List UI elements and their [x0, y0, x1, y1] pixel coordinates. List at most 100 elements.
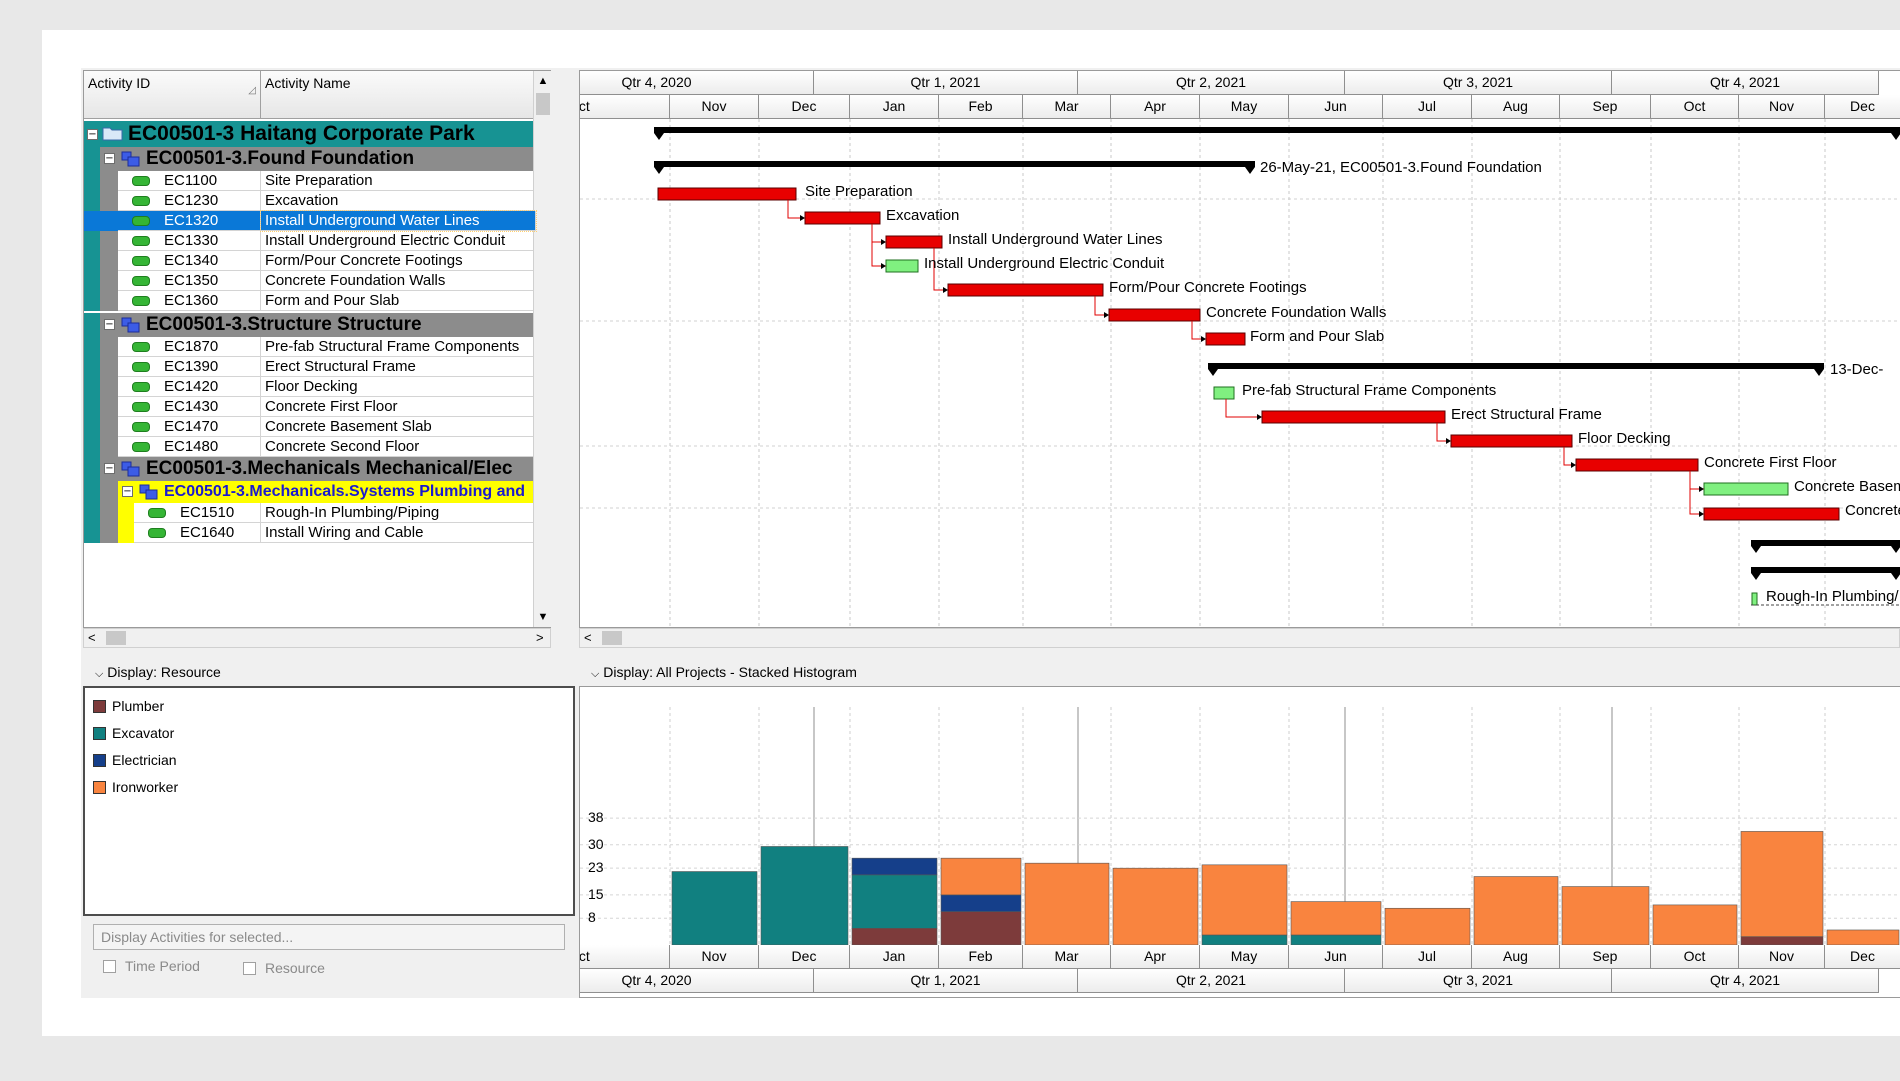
table-row[interactable]: − EC00501-3 Haitang Corporate Park [84, 121, 550, 147]
gantt-scroll-left-icon[interactable]: < [584, 630, 592, 645]
chevron-down-icon[interactable]: ⌵ [591, 668, 600, 680]
month-header: Nov [1739, 95, 1825, 119]
table-horizontal-scrollbar[interactable]: < > [83, 628, 551, 648]
col-header-activity-id-label: Activity ID [88, 75, 151, 91]
scroll-left-icon[interactable]: < [88, 630, 96, 645]
histogram-month-label: Apr [1111, 945, 1200, 969]
histogram-month-label: Oct [1651, 945, 1739, 969]
scroll-right-icon[interactable]: > [536, 630, 544, 645]
resource-panel-header[interactable]: ⌵ Display: Resource [95, 660, 221, 684]
histogram-segment [671, 871, 758, 946]
histogram-segment [851, 928, 938, 946]
histogram-quarter-label: Qtr 4, 2020 [580, 969, 814, 993]
table-vertical-scrollbar[interactable]: ▲ ▼ [533, 71, 551, 627]
histogram-month-label: Jan [850, 945, 939, 969]
second-floor-bar [1703, 507, 1840, 521]
plumbing-summary-bar-start [1751, 573, 1761, 580]
gantt-bar-label: Install Underground Electric Conduit [924, 255, 1165, 272]
histogram-segment [1384, 907, 1471, 946]
gantt-bar-label: Form/Pour Concrete Footings [1109, 279, 1307, 296]
month-header: Jun [1289, 95, 1383, 119]
legend-label: Ironworker [112, 779, 179, 795]
checkbox-icon[interactable] [243, 962, 256, 975]
activity-id: EC1100 [164, 172, 218, 189]
table-row[interactable]: EC1390 Erect Structural Frame [84, 357, 550, 377]
table-row[interactable]: EC1640 Install Wiring and Cable [84, 523, 550, 543]
table-row[interactable]: − EC00501-3.Found Foundation [84, 147, 550, 171]
table-row[interactable]: EC1480 Concrete Second Floor [84, 437, 550, 457]
collapse-icon[interactable]: − [122, 486, 133, 497]
collapse-icon[interactable]: − [87, 129, 98, 140]
table-row[interactable]: − EC00501-3.Mechanicals.Systems Plumbing … [84, 481, 550, 503]
row-indent-band [84, 503, 100, 523]
activity-name: Install Underground Water Lines [265, 212, 480, 229]
wbs-icon [138, 483, 160, 501]
table-row[interactable]: EC1230 Excavation [84, 191, 550, 211]
scroll-up-icon[interactable]: ▲ [537, 75, 549, 87]
table-row[interactable]: EC1330 Install Underground Electric Condu… [84, 231, 550, 251]
activity-id-cell: EC1320 [118, 211, 261, 231]
month-header: May [1200, 95, 1289, 119]
y-tick-label: 15 [588, 885, 604, 902]
row-indent-band [84, 291, 100, 311]
table-vscroll-thumb[interactable] [536, 93, 550, 115]
col-header-activity-name[interactable]: Activity Name [261, 71, 550, 119]
table-row[interactable]: EC1100 Site Preparation [84, 171, 550, 191]
table-row[interactable]: EC1430 Concrete First Floor [84, 397, 550, 417]
legend-item-ironworker[interactable]: Ironworker [93, 779, 178, 795]
row-indent-band [84, 231, 100, 251]
time-period-checkbox[interactable]: Time Period [103, 958, 200, 974]
relationship-arrow [881, 263, 886, 269]
histogram-month-label: Feb [939, 945, 1023, 969]
checkbox-icon[interactable] [103, 960, 116, 973]
legend-item-plumber[interactable]: Plumber [93, 698, 164, 714]
sub-wbs-name: EC00501-3.Mechanicals.Systems Plumbing a… [164, 483, 526, 500]
table-row[interactable]: EC1870 Pre-fab Structural Frame Component… [84, 337, 550, 357]
table-row[interactable]: − EC00501-3.Mechanicals Mechanical/Elec [84, 457, 550, 481]
activity-name-cell: Concrete Second Floor [261, 437, 536, 457]
resource-label: Resource [265, 960, 325, 976]
quarter-header: Qtr 4, 2020 [580, 71, 814, 95]
activity-id: EC1430 [164, 398, 219, 415]
legend-swatch [93, 727, 106, 740]
histogram-segment [851, 874, 938, 929]
mechanical-summary-bar [1751, 540, 1900, 546]
collapse-icon[interactable]: − [104, 463, 115, 474]
scroll-down-icon[interactable]: ▼ [537, 611, 549, 623]
display-activities-button[interactable]: Display Activities for selected... [93, 924, 565, 950]
collapse-icon[interactable]: − [104, 153, 115, 164]
table-row[interactable]: EC1510 Rough-In Plumbing/Piping [84, 503, 550, 523]
chevron-down-icon[interactable]: ⌵ [95, 668, 104, 680]
legend-item-excavator[interactable]: Excavator [93, 725, 174, 741]
legend-item-electrician[interactable]: Electrician [93, 752, 177, 768]
table-row[interactable]: EC1420 Floor Decking [84, 377, 550, 397]
resource-panel-title: Display: Resource [107, 664, 221, 680]
gantt-bar-label: Excavation [886, 207, 960, 224]
relationship-line [1689, 471, 1704, 490]
table-hscroll-thumb[interactable] [106, 631, 126, 645]
gantt-horizontal-scrollbar[interactable]: < [579, 628, 1900, 648]
table-row[interactable]: EC1360 Form and Pour Slab [84, 291, 550, 311]
table-row[interactable]: EC1470 Concrete Basement Slab [84, 417, 550, 437]
slab-bar [1205, 332, 1246, 346]
gantt-hscroll-thumb[interactable] [602, 631, 622, 645]
table-row[interactable]: EC1350 Concrete Foundation Walls [84, 271, 550, 291]
col-header-activity-id[interactable]: Activity ID ◿ [84, 71, 261, 119]
activity-id-cell: EC1340 [118, 251, 261, 271]
activity-id-cell: EC1350 [118, 271, 261, 291]
legend-label: Plumber [112, 698, 165, 714]
table-row[interactable]: EC1340 Form/Pour Concrete Footings [84, 251, 550, 271]
histogram-segment [1473, 876, 1559, 946]
project-name: EC00501-3 Haitang Corporate Park [128, 122, 475, 145]
activity-status-icon [132, 256, 150, 266]
row-indent-band [100, 337, 118, 357]
foundation-summary-bar-end [1245, 167, 1255, 174]
table-row[interactable]: − EC00501-3.Structure Structure [84, 313, 550, 337]
collapse-icon[interactable]: − [104, 319, 115, 330]
activity-name: Install Underground Electric Conduit [265, 232, 506, 249]
activity-name-cell: Concrete Foundation Walls [261, 271, 536, 291]
resource-checkbox[interactable]: Resource [243, 960, 325, 976]
histogram-panel-header[interactable]: ⌵ Display: All Projects - Stacked Histog… [591, 660, 857, 684]
row-indent-band [84, 147, 100, 171]
table-row[interactable]: EC1320 Install Underground Water Lines [84, 210, 550, 232]
